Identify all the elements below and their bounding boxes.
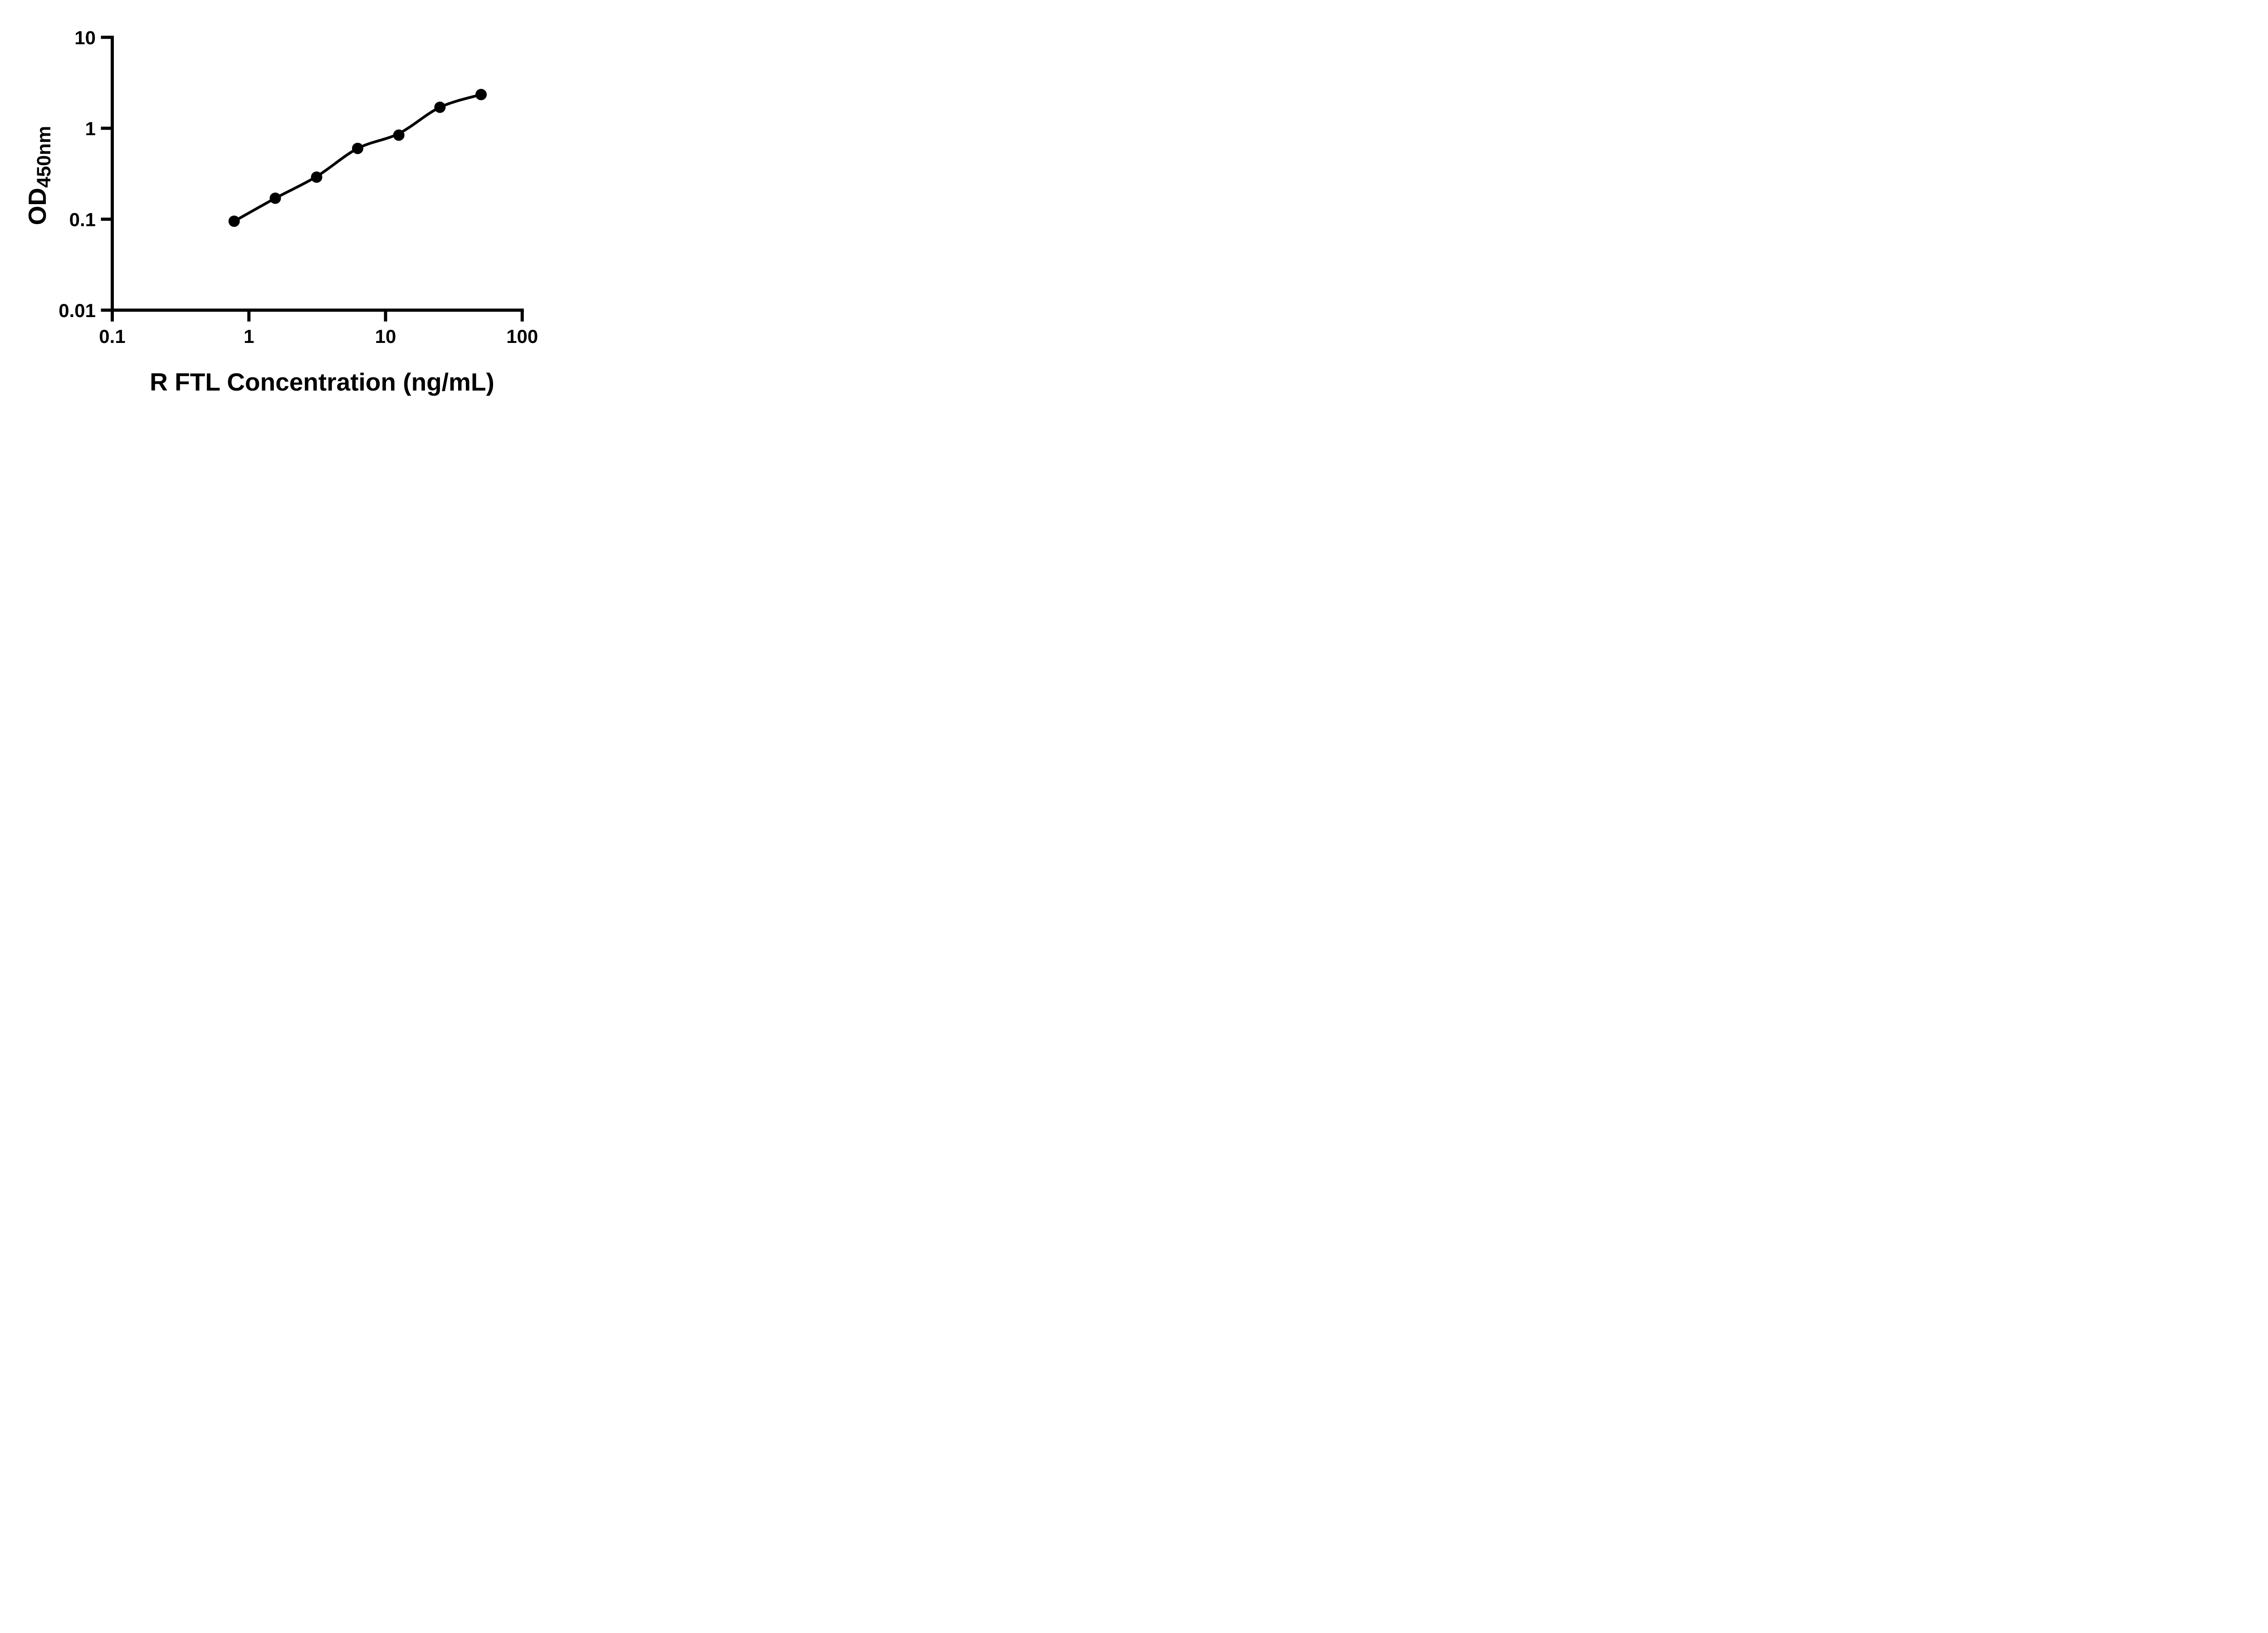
- y-tick-label: 0.01: [59, 300, 96, 321]
- data-point: [269, 192, 281, 204]
- y-tick-label: 10: [74, 27, 96, 48]
- x-tick-label: 10: [375, 326, 396, 347]
- x-tick-label: 0.1: [99, 326, 125, 347]
- y-tick-label: 0.1: [69, 209, 96, 230]
- x-tick-label: 1: [244, 326, 254, 347]
- data-point: [311, 171, 323, 183]
- fit-curve: [233, 93, 483, 223]
- y-tick-label: 1: [85, 118, 96, 139]
- y-axis-title-subscript: 450nm: [33, 126, 55, 188]
- data-point: [475, 88, 487, 100]
- y-axis-title: OD450nm: [21, 85, 55, 266]
- data-point: [352, 142, 363, 154]
- data-point: [434, 102, 446, 113]
- elisa-standard-curve-figure: 10 1 0.1 0.01 0.1 1 10 100 OD450nm R FTL Concen…: [0, 0, 583, 408]
- y-axis-title-main: OD: [23, 187, 51, 225]
- x-axis-title: R FTL Concentration (ng/mL): [150, 368, 494, 396]
- x-tick-label: 100: [506, 326, 538, 347]
- data-point: [228, 215, 240, 227]
- data-point: [393, 129, 405, 141]
